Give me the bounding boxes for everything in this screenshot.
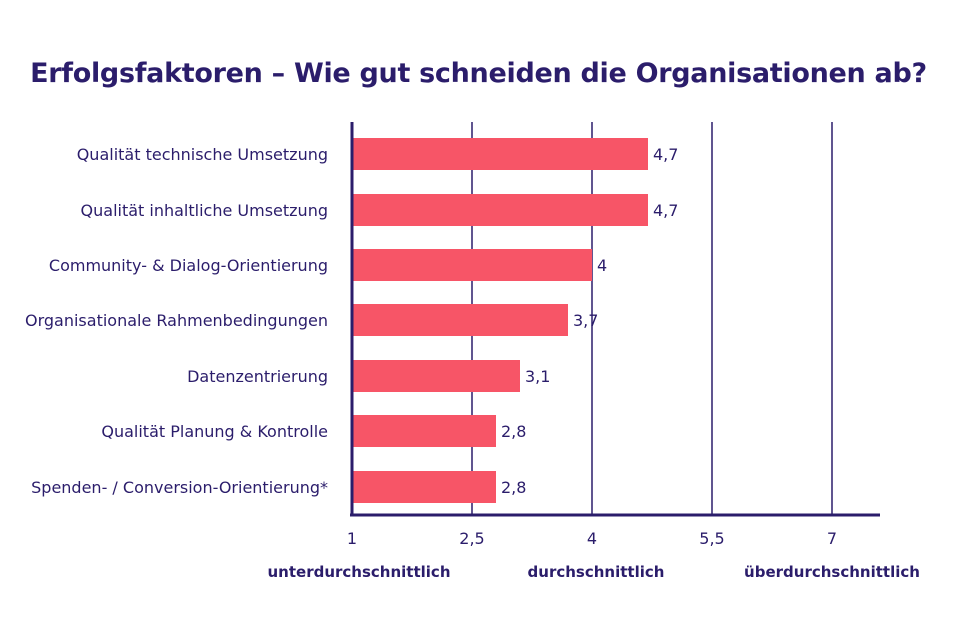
x-tick-label: 2,5 — [459, 529, 484, 548]
category-label: Qualität Planung & Kontrolle — [101, 422, 328, 441]
value-label: 4,7 — [653, 201, 678, 220]
category-label: Qualität technische Umsetzung — [77, 145, 328, 164]
value-label: 3,1 — [525, 367, 550, 386]
category-label: Datenzentrierung — [187, 367, 328, 386]
category-label: Community- & Dialog-Orientierung — [49, 256, 328, 275]
value-label: 4 — [597, 256, 607, 275]
value-label: 2,8 — [501, 422, 526, 441]
bar — [352, 138, 648, 170]
value-label: 3,7 — [573, 311, 598, 330]
x-tick-label: 7 — [827, 529, 837, 548]
bar — [352, 194, 648, 226]
scale-label: unterdurchschnittlich — [268, 563, 451, 581]
value-label: 2,8 — [501, 478, 526, 497]
category-label: Qualität inhaltliche Umsetzung — [81, 201, 328, 220]
scale-label: durchschnittlich — [528, 563, 665, 581]
x-tick-label: 5,5 — [699, 529, 724, 548]
bar — [352, 415, 496, 447]
category-label: Spenden- / Conversion-Orientierung* — [31, 478, 328, 497]
bar — [352, 360, 520, 392]
chart-title: Erfolgsfaktoren – Wie gut schneiden die … — [30, 58, 927, 89]
x-tick-label: 4 — [587, 529, 597, 548]
category-label: Organisationale Rahmenbedingungen — [25, 311, 328, 330]
x-tick-label: 1 — [347, 529, 357, 548]
scale-label: überdurchschnittlich — [744, 563, 920, 581]
bar — [352, 471, 496, 503]
bar — [352, 249, 592, 281]
bar — [352, 304, 568, 336]
value-label: 4,7 — [653, 145, 678, 164]
